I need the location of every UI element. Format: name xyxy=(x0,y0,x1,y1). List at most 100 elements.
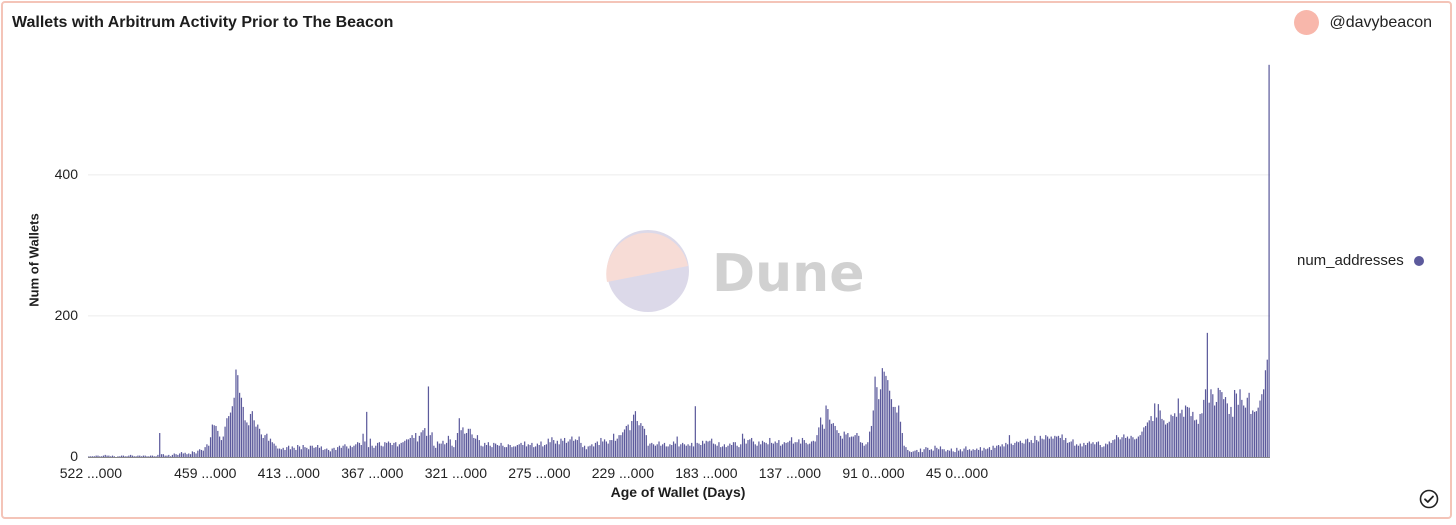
bar xyxy=(787,442,789,457)
author-badge[interactable]: @davybeacon xyxy=(1294,10,1432,35)
bar xyxy=(531,442,533,457)
bar xyxy=(869,431,871,457)
bar xyxy=(498,445,500,457)
bar xyxy=(396,446,399,457)
bar xyxy=(514,446,517,457)
bars xyxy=(88,64,1270,458)
bar xyxy=(943,449,945,457)
bar xyxy=(378,442,381,457)
bar xyxy=(380,445,382,457)
bar xyxy=(658,441,660,457)
bar xyxy=(990,449,992,457)
bar xyxy=(908,451,911,457)
bar xyxy=(122,455,125,457)
bar xyxy=(747,440,749,457)
bar xyxy=(402,442,404,457)
bar xyxy=(1099,445,1101,457)
x-tick-label: 183 ...000 xyxy=(675,465,738,481)
bar xyxy=(1263,389,1265,457)
bar xyxy=(1077,445,1080,457)
bar xyxy=(1028,442,1031,457)
bar xyxy=(1065,437,1067,457)
bar xyxy=(478,440,480,457)
bar xyxy=(620,435,622,457)
bar xyxy=(870,425,873,457)
bar xyxy=(317,445,319,457)
bar xyxy=(622,432,624,457)
bar xyxy=(166,455,168,457)
bar xyxy=(1255,411,1257,457)
bar xyxy=(720,447,722,458)
check-icon[interactable] xyxy=(1419,489,1439,509)
bar xyxy=(1159,410,1161,457)
bar xyxy=(1090,443,1092,457)
bar xyxy=(373,447,375,457)
bar xyxy=(318,447,321,457)
bar xyxy=(649,443,651,457)
bar xyxy=(1208,402,1210,457)
bar xyxy=(997,445,1000,457)
bar xyxy=(533,447,535,458)
bar xyxy=(297,445,299,457)
bar xyxy=(1233,389,1236,457)
bar xyxy=(752,441,755,457)
bar xyxy=(1088,441,1090,457)
bar xyxy=(576,440,578,457)
bar xyxy=(758,441,760,457)
bar xyxy=(1097,441,1100,457)
bar xyxy=(885,375,887,457)
bar xyxy=(444,444,446,457)
bar xyxy=(436,441,439,457)
bar xyxy=(360,445,362,457)
bar xyxy=(890,399,893,457)
bar xyxy=(1224,397,1227,457)
bar xyxy=(337,447,339,458)
bar xyxy=(827,409,829,457)
bar xyxy=(723,444,725,457)
bar xyxy=(358,442,361,457)
bar xyxy=(491,447,493,458)
bar xyxy=(881,368,883,458)
bar xyxy=(197,450,199,457)
bar xyxy=(1157,404,1159,457)
bar xyxy=(981,450,983,457)
bar xyxy=(985,449,987,457)
bar xyxy=(569,439,571,457)
bar xyxy=(736,445,738,457)
bar xyxy=(672,441,675,457)
bar xyxy=(151,455,154,457)
bar xyxy=(603,439,606,457)
bar xyxy=(191,451,194,457)
bar xyxy=(609,440,611,457)
bar xyxy=(391,445,393,457)
bar xyxy=(582,447,584,458)
bar xyxy=(288,445,290,457)
bar xyxy=(625,425,627,457)
bar xyxy=(1268,64,1270,457)
x-tick-label: 137 ...000 xyxy=(758,465,822,481)
bar xyxy=(760,444,762,457)
bar xyxy=(1145,425,1147,457)
bar xyxy=(636,421,638,457)
bar xyxy=(538,445,540,457)
bar xyxy=(195,453,197,457)
bar xyxy=(1008,435,1011,457)
bar xyxy=(1228,413,1230,457)
bar xyxy=(948,450,951,457)
bar xyxy=(836,430,838,457)
bar xyxy=(640,423,642,457)
bar xyxy=(516,445,519,457)
bar xyxy=(611,440,613,457)
bar xyxy=(355,444,357,457)
bar xyxy=(273,443,275,457)
bar xyxy=(977,449,980,457)
bar xyxy=(534,446,537,457)
bar xyxy=(1217,387,1219,458)
bar xyxy=(660,445,662,457)
legend[interactable]: num_addresses xyxy=(1297,252,1424,269)
bar xyxy=(632,414,635,457)
bar xyxy=(856,433,858,457)
bar xyxy=(175,454,177,457)
bar xyxy=(202,450,204,457)
